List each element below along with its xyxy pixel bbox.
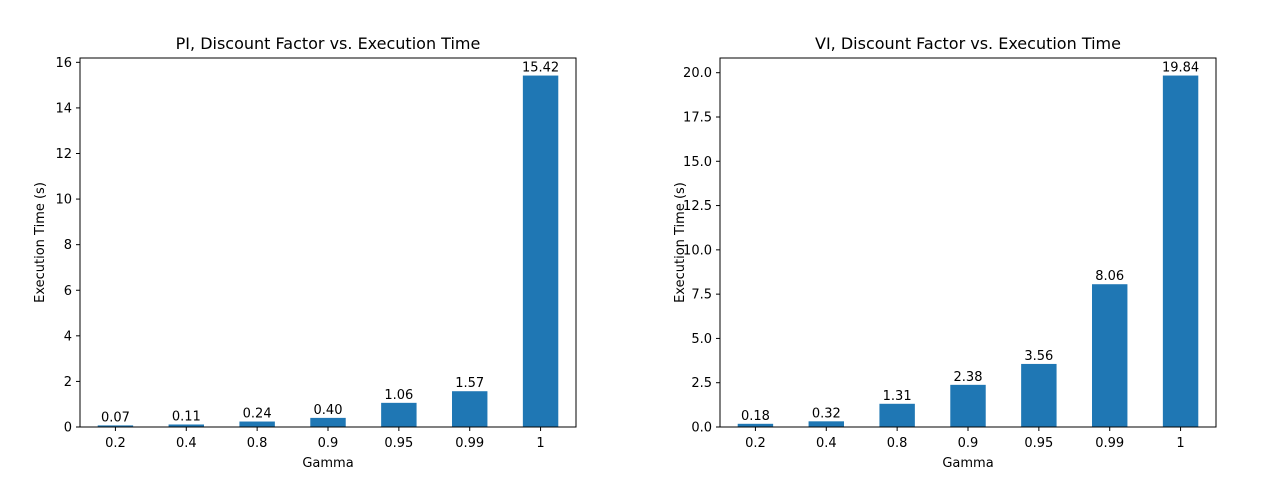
vi-bar-4 <box>1021 363 1057 427</box>
vi-x-tick-label-5: 0.99 <box>1095 436 1124 451</box>
pi-x-tick-label-4: 0.95 <box>384 436 413 451</box>
pi-bar-0 <box>97 425 134 427</box>
vi-y-tick-label-6: 15.0 <box>683 155 712 170</box>
pi-data-label-3: 0.40 <box>314 403 343 418</box>
vi-x-tick-label-0: 0.2 <box>745 436 766 451</box>
pi-data-label-4: 1.06 <box>384 388 413 403</box>
vi-y-tick-label-7: 17.5 <box>683 110 712 125</box>
pi-y-tick-label-0: 0 <box>64 421 72 436</box>
vi-y-tick-label-3: 7.5 <box>691 288 712 303</box>
pi-y-tick-label-2: 4 <box>64 329 72 344</box>
pi-data-label-0: 0.07 <box>101 410 130 425</box>
vi-data-label-2: 1.31 <box>883 389 912 404</box>
vi-bar-6 <box>1162 75 1199 427</box>
vi-x-tick-label-4: 0.95 <box>1024 436 1053 451</box>
pi-y-axis-label: Execution Time (s) <box>33 182 48 303</box>
pi-x-axis-label: Gamma <box>302 456 353 471</box>
pi-y-tick-label-6: 12 <box>55 147 72 162</box>
chart-vi: 0.18 0.32 1.31 2.38 3.56 8.06 19.84 0.2 0.4 0.8 0.… <box>673 34 1217 471</box>
pi-data-label-6: 15.42 <box>522 61 559 76</box>
vi-data-label-4: 3.56 <box>1024 349 1053 364</box>
vi-x-tick-label-3: 0.9 <box>958 436 979 451</box>
vi-y-tick-label-4: 10.0 <box>683 243 712 258</box>
vi-y-tick-label-1: 2.5 <box>691 376 712 391</box>
pi-bar-6 <box>522 75 559 428</box>
pi-x-tick-label-1: 0.4 <box>176 436 197 451</box>
vi-data-label-6: 19.84 <box>1162 61 1199 76</box>
pi-x-tick-label-5: 0.99 <box>455 436 484 451</box>
pi-data-label-5: 1.57 <box>455 376 484 391</box>
pi-x-tick-label-2: 0.8 <box>247 436 268 451</box>
vi-y-tick-label-0: 0.0 <box>691 421 712 436</box>
vi-x-tick-label-6: 1 <box>1176 436 1184 451</box>
vi-bar-5 <box>1092 284 1128 427</box>
pi-plot-frame <box>79 57 577 428</box>
pi-bar-1 <box>168 424 204 427</box>
vi-y-tick-label-2: 5.0 <box>691 332 712 347</box>
vi-bar-2 <box>879 403 915 427</box>
vi-x-axis-label: Gamma <box>942 456 993 471</box>
pi-bar-2 <box>239 421 275 427</box>
pi-y-tick-label-7: 14 <box>55 101 72 116</box>
pi-x-tick-label-0: 0.2 <box>105 436 126 451</box>
vi-data-label-5: 8.06 <box>1095 269 1124 284</box>
vi-data-label-1: 0.32 <box>812 406 841 421</box>
pi-chart-title: PI, Discount Factor vs. Execution Time <box>176 34 481 53</box>
chart-pi: 0.07 0.11 0.24 0.40 1.06 1.57 15.42 0.2 0.4 0.8 0.… <box>33 34 577 471</box>
pi-bar-5 <box>452 391 488 427</box>
pi-y-tick-label-5: 10 <box>55 193 72 208</box>
vi-x-tick-label-2: 0.8 <box>887 436 908 451</box>
vi-y-tick-label-8: 20.0 <box>683 66 712 81</box>
pi-bar-3 <box>310 417 346 427</box>
pi-bar-4 <box>381 402 417 427</box>
pi-y-tick-label-3: 6 <box>64 284 72 299</box>
vi-bar-3 <box>950 384 986 427</box>
pi-y-tick-label-4: 8 <box>64 238 72 253</box>
vi-y-tick-label-5: 12.5 <box>683 199 712 214</box>
pi-x-tick-label-3: 0.9 <box>318 436 339 451</box>
vi-bar-0 <box>737 423 774 427</box>
vi-chart-title: VI, Discount Factor vs. Execution Time <box>815 34 1121 53</box>
pi-y-tick-label-1: 2 <box>64 375 72 390</box>
pi-y-tick-label-8: 16 <box>55 56 72 71</box>
vi-data-label-0: 0.18 <box>741 409 770 424</box>
vi-bar-1 <box>808 421 844 427</box>
pi-data-label-1: 0.11 <box>172 409 201 424</box>
pi-data-label-2: 0.24 <box>243 407 272 422</box>
vi-x-tick-label-1: 0.4 <box>816 436 837 451</box>
vi-y-axis-label: Execution Time (s) <box>673 182 688 303</box>
vi-data-label-3: 2.38 <box>954 370 983 385</box>
pi-x-tick-label-6: 1 <box>536 436 544 451</box>
